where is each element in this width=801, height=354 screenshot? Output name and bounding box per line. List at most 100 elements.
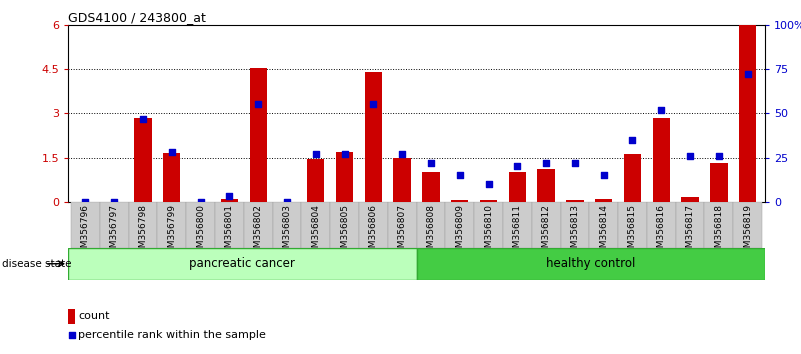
Point — [712, 153, 725, 159]
Text: GSM356798: GSM356798 — [139, 204, 147, 259]
Text: GSM356797: GSM356797 — [110, 204, 119, 259]
Point — [108, 199, 121, 205]
Point — [741, 72, 754, 77]
Text: disease state: disease state — [2, 259, 72, 269]
Text: GSM356819: GSM356819 — [743, 204, 752, 259]
Text: GSM356815: GSM356815 — [628, 204, 637, 259]
Point — [655, 107, 668, 113]
Bar — [417, 248, 765, 280]
Bar — [647, 202, 676, 248]
Bar — [68, 248, 417, 280]
Bar — [705, 202, 733, 248]
Point — [309, 151, 322, 157]
Point — [396, 151, 409, 157]
Text: GSM356818: GSM356818 — [714, 204, 723, 259]
Text: GSM356803: GSM356803 — [283, 204, 292, 259]
Point — [79, 199, 92, 205]
Bar — [301, 202, 330, 248]
Bar — [215, 202, 244, 248]
Bar — [272, 202, 301, 248]
Point — [223, 194, 235, 199]
Bar — [163, 153, 180, 202]
Text: healthy control: healthy control — [546, 257, 635, 270]
Bar — [509, 172, 526, 202]
Point — [511, 164, 524, 169]
Bar — [561, 202, 590, 248]
Text: GSM356813: GSM356813 — [570, 204, 579, 259]
Text: GSM356817: GSM356817 — [686, 204, 694, 259]
Bar — [307, 159, 324, 202]
Point — [626, 137, 639, 143]
Bar — [445, 202, 474, 248]
Text: GSM356816: GSM356816 — [657, 204, 666, 259]
Bar — [733, 202, 762, 248]
Bar — [128, 202, 157, 248]
Bar — [739, 25, 756, 202]
Text: GSM356796: GSM356796 — [81, 204, 90, 259]
Bar — [537, 169, 555, 202]
Text: count: count — [78, 311, 110, 321]
Point — [338, 151, 351, 157]
Text: GSM356807: GSM356807 — [397, 204, 407, 259]
Text: GSM356806: GSM356806 — [368, 204, 378, 259]
Text: GDS4100 / 243800_at: GDS4100 / 243800_at — [68, 11, 206, 24]
Bar — [595, 199, 612, 202]
Text: GSM356810: GSM356810 — [484, 204, 493, 259]
Point — [482, 181, 495, 187]
Bar — [221, 199, 238, 202]
Text: GSM356800: GSM356800 — [196, 204, 205, 259]
Bar — [480, 200, 497, 202]
Text: GSM356808: GSM356808 — [426, 204, 436, 259]
Point — [280, 199, 293, 205]
Bar — [336, 152, 353, 202]
Bar — [249, 68, 267, 202]
Point — [194, 199, 207, 205]
Bar — [330, 202, 359, 248]
Bar — [388, 202, 417, 248]
Bar — [676, 202, 705, 248]
Bar — [618, 202, 647, 248]
Text: GSM356812: GSM356812 — [541, 204, 550, 259]
Point — [252, 102, 264, 107]
Bar — [451, 200, 469, 202]
Point — [598, 172, 610, 178]
Point — [684, 153, 697, 159]
Bar — [364, 72, 382, 202]
Text: GSM356801: GSM356801 — [225, 204, 234, 259]
Point — [453, 172, 466, 178]
Point — [569, 160, 582, 166]
Point — [367, 102, 380, 107]
Bar — [68, 309, 75, 324]
Point — [165, 149, 178, 155]
Bar — [422, 172, 440, 202]
Point — [136, 116, 149, 121]
Text: GSM356811: GSM356811 — [513, 204, 521, 259]
Bar — [186, 202, 215, 248]
Point — [425, 160, 437, 166]
Text: GSM356799: GSM356799 — [167, 204, 176, 259]
Text: percentile rank within the sample: percentile rank within the sample — [78, 330, 267, 340]
Bar — [100, 202, 128, 248]
Text: GSM356802: GSM356802 — [254, 204, 263, 259]
Bar — [566, 200, 584, 202]
Text: GSM356809: GSM356809 — [455, 204, 465, 259]
Bar — [653, 118, 670, 202]
Bar — [710, 164, 727, 202]
Point — [66, 332, 78, 338]
Bar — [135, 118, 151, 202]
Bar — [393, 158, 411, 202]
Bar — [503, 202, 532, 248]
Bar — [590, 202, 618, 248]
Bar — [71, 202, 100, 248]
Text: GSM356805: GSM356805 — [340, 204, 349, 259]
Bar — [157, 202, 186, 248]
Bar — [417, 202, 445, 248]
Bar — [624, 154, 641, 202]
Bar — [474, 202, 503, 248]
Bar — [532, 202, 561, 248]
Point — [540, 160, 553, 166]
Bar — [359, 202, 388, 248]
Bar — [682, 198, 698, 202]
Text: GSM356804: GSM356804 — [312, 204, 320, 259]
Text: GSM356814: GSM356814 — [599, 204, 608, 259]
